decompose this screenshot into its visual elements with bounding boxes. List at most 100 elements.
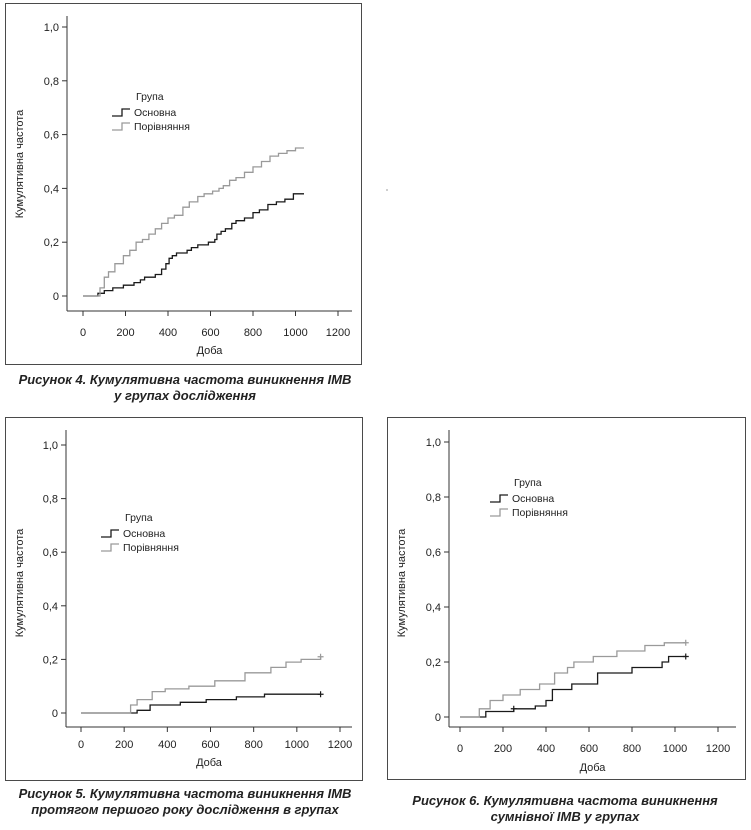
legend-swatch xyxy=(112,122,130,131)
series-porivniannia xyxy=(81,653,324,714)
caption-figure-5-line-1: Рисунок 5. Кумулятивна частота виникненн… xyxy=(18,786,352,801)
chart-panel-figure-6: 0 0,2 0,4 0,6 0,8 1,0 0 200 400 600 800 1000 1200 Доб… xyxy=(387,417,746,780)
caption-figure-6: Рисунок 6. Кумулятивна частота виникненн… xyxy=(384,793,746,825)
x-tick-label: 200 xyxy=(494,743,512,755)
x-ticks: 0 200 400 600 800 1000 1200 xyxy=(80,311,350,339)
series-line xyxy=(460,642,686,718)
x-tick-label: 200 xyxy=(115,739,133,751)
x-tick-label: 1200 xyxy=(328,739,352,751)
caption-figure-4: Рисунок 4. Кумулятивна частота виникненн… xyxy=(2,372,368,404)
y-tick-label: 0,8 xyxy=(43,494,58,506)
x-tick-label: 0 xyxy=(78,739,84,751)
legend-swatch xyxy=(101,543,119,552)
x-tick-label: 0 xyxy=(80,327,86,339)
censor-mark xyxy=(682,653,689,660)
y-tick-label: 0,6 xyxy=(44,130,59,142)
x-ticks: 0 200 400 600 800 1000 1200 xyxy=(78,727,352,751)
y-ticks: 0 0,2 0,4 0,6 0,8 1,0 xyxy=(426,437,449,724)
x-ticks: 0 200 400 600 800 1000 1200 xyxy=(457,727,730,755)
series-osnovna xyxy=(81,691,324,714)
legend-swatch xyxy=(112,108,130,117)
y-tick-label: 0,4 xyxy=(426,602,441,614)
legend-label: Порівняння xyxy=(134,121,190,133)
chart-svg-figure-4: 0 0,2 0,4 0,6 0,8 1,0 0 200 400 600 800 1000 1200 Доб… xyxy=(14,16,352,357)
legend-label: Основна xyxy=(512,493,554,505)
x-tick-label: 800 xyxy=(244,327,262,339)
legend: Група Основна Порівняння xyxy=(101,512,179,554)
caption-figure-5: Рисунок 5. Кумулятивна частота виникненн… xyxy=(2,786,368,818)
chart-panel-figure-4: 0 0,2 0,4 0,6 0,8 1,0 0 200 400 600 800 1000 1200 Доб… xyxy=(5,3,362,365)
censor-mark xyxy=(317,653,324,660)
x-tick-label: 1000 xyxy=(285,739,309,751)
x-tick-label: 400 xyxy=(159,327,177,339)
y-axis-title: Кумулятивна частота xyxy=(396,528,408,637)
y-tick-label: 0 xyxy=(53,291,59,303)
series-porivniannia xyxy=(460,639,689,718)
y-tick-label: 0,2 xyxy=(43,654,58,666)
x-tick-label: 1000 xyxy=(283,327,307,339)
y-tick-label: 0,8 xyxy=(44,76,59,88)
axes xyxy=(448,430,736,728)
x-tick-label: 800 xyxy=(623,743,641,755)
legend-title: Група xyxy=(125,512,153,524)
x-tick-label: 1000 xyxy=(663,743,687,755)
y-ticks: 0 0,2 0,4 0,6 0,8 1,0 xyxy=(44,22,67,303)
series-osnovna xyxy=(460,653,689,718)
legend: Група Основна Порівняння xyxy=(490,477,568,519)
legend: Група Основна Порівняння xyxy=(112,91,190,133)
x-tick-label: 800 xyxy=(244,739,262,751)
legend-label: Основна xyxy=(123,528,165,540)
x-tick-label: 0 xyxy=(457,743,463,755)
chart-panel-figure-5: 0 0,2 0,4 0,6 0,8 1,0 0 200 400 600 800 1000 1200 Доб… xyxy=(5,417,363,781)
series-porivniannia xyxy=(83,147,304,297)
x-tick-label: 1200 xyxy=(706,743,730,755)
y-tick-label: 0,4 xyxy=(44,183,59,195)
x-axis-title: Доба xyxy=(197,345,224,357)
y-tick-label: 1,0 xyxy=(44,22,59,34)
y-tick-label: 0 xyxy=(52,708,58,720)
x-tick-label: 1200 xyxy=(326,327,350,339)
x-tick-label: 600 xyxy=(201,739,219,751)
caption-figure-4-line-2: у групах дослідження xyxy=(114,388,256,403)
axes xyxy=(66,16,352,312)
series-line xyxy=(81,693,321,714)
chart-svg-figure-6: 0 0,2 0,4 0,6 0,8 1,0 0 200 400 600 800 1000 1200 Доб… xyxy=(396,430,736,774)
y-tick-label: 0,2 xyxy=(426,657,441,669)
legend-swatch xyxy=(101,529,119,538)
x-axis-title: Доба xyxy=(580,762,607,774)
legend-label: Порівняння xyxy=(123,542,179,554)
y-axis-title: Кумулятивна частота xyxy=(14,528,26,637)
series-line xyxy=(83,193,304,297)
caption-figure-6-line-1: Рисунок 6. Кумулятивна частота виникненн… xyxy=(412,793,718,808)
legend-swatch xyxy=(490,508,508,517)
axes xyxy=(65,430,352,728)
censor-mark xyxy=(682,639,689,646)
chart-svg-figure-5: 0 0,2 0,4 0,6 0,8 1,0 0 200 400 600 800 1000 1200 Доб… xyxy=(14,430,352,769)
series-line xyxy=(83,147,304,297)
legend-title: Група xyxy=(514,477,542,489)
y-tick-label: 0,8 xyxy=(426,492,441,504)
legend-title: Група xyxy=(136,91,164,103)
x-tick-label: 400 xyxy=(158,739,176,751)
x-axis-title: Доба xyxy=(196,757,223,769)
series-line xyxy=(81,656,322,714)
censor-mark xyxy=(317,691,324,698)
y-tick-label: 1,0 xyxy=(426,437,441,449)
scan-artifact-dot xyxy=(386,189,388,191)
y-ticks: 0 0,2 0,4 0,6 0,8 1,0 xyxy=(43,440,66,720)
x-tick-label: 200 xyxy=(116,327,134,339)
x-tick-label: 600 xyxy=(580,743,598,755)
caption-figure-6-line-2: сумнівної ІМВ у групах xyxy=(490,809,640,824)
legend-label: Порівняння xyxy=(512,507,568,519)
caption-figure-5-line-2: протягом першого року дослідження в груп… xyxy=(31,802,339,817)
y-tick-label: 0,4 xyxy=(43,601,58,613)
caption-figure-4-line-1: Рисунок 4. Кумулятивна частота виникненн… xyxy=(18,372,352,387)
legend-swatch xyxy=(490,494,508,503)
y-tick-label: 0 xyxy=(435,712,441,724)
x-tick-label: 400 xyxy=(537,743,555,755)
y-axis-title: Кумулятивна частота xyxy=(14,109,26,218)
legend-label: Основна xyxy=(134,107,176,119)
censor-mark xyxy=(510,705,517,712)
y-tick-label: 0,6 xyxy=(426,547,441,559)
y-tick-label: 0,2 xyxy=(44,237,59,249)
